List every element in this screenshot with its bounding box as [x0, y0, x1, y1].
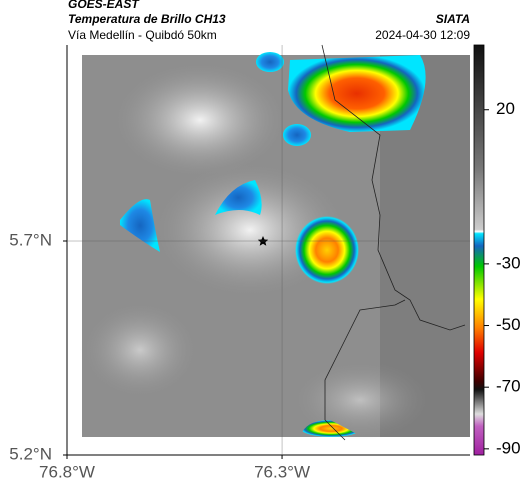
colorbar-tick-label: -50: [496, 315, 521, 334]
x-tick-label: 76.8°W: [39, 462, 95, 481]
title: GOES-EAST: [68, 0, 140, 11]
datetime: 2024-04-30 12:09: [375, 28, 470, 42]
colorbar-tick-label: -90: [496, 438, 521, 457]
subtitle: Temperatura de Brillo CH13: [68, 12, 226, 26]
colorbar-tick-label: -70: [496, 377, 521, 396]
colorbar: [473, 44, 485, 456]
satellite-image: [80, 44, 470, 441]
source: SIATA: [436, 12, 470, 26]
x-tick-label: 76.3°W: [254, 462, 310, 481]
colorbar-tick-label: -30: [496, 253, 521, 272]
region: Vía Medellín - Quibdó 50km: [68, 28, 217, 42]
y-tick-label: 5.2°N: [9, 444, 52, 463]
y-tick-label: 5.7°N: [9, 230, 52, 249]
colorbar-tick-label: 20: [496, 99, 515, 118]
